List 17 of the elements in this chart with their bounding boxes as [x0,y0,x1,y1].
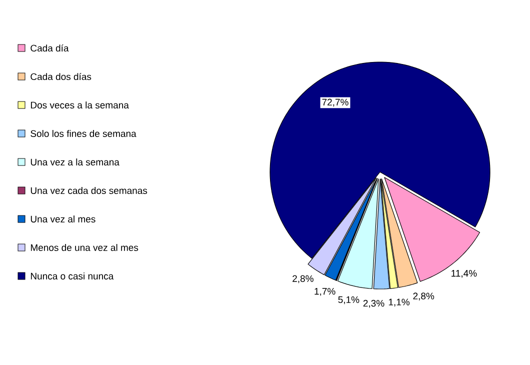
legend-label: Una vez al mes [30,216,96,222]
data-label: 11,4% [452,270,477,278]
legend-label: Nunca o casi nunca [30,272,114,280]
legend-label: Solo los fines de semana [30,130,136,137]
data-label: 5,1% [338,296,360,304]
data-label: 2,8% [413,292,434,301]
legend-label: Una vez cada dos semanas [30,187,148,194]
legend-label: Cada dos días [30,72,92,80]
legend-label: Una vez a la semana [30,158,120,166]
legend-label: Menos de una vez al mes [30,244,138,251]
data-label: 1,7% [314,288,336,296]
data-label: 2,8% [292,275,314,284]
data-label: 1,1% [388,298,410,307]
data-label: 72,7% [322,98,348,107]
data-label: 2,3% [363,300,384,308]
legend-label: Cada día [30,44,69,52]
legend-label: Dos veces a la semana [30,102,129,108]
